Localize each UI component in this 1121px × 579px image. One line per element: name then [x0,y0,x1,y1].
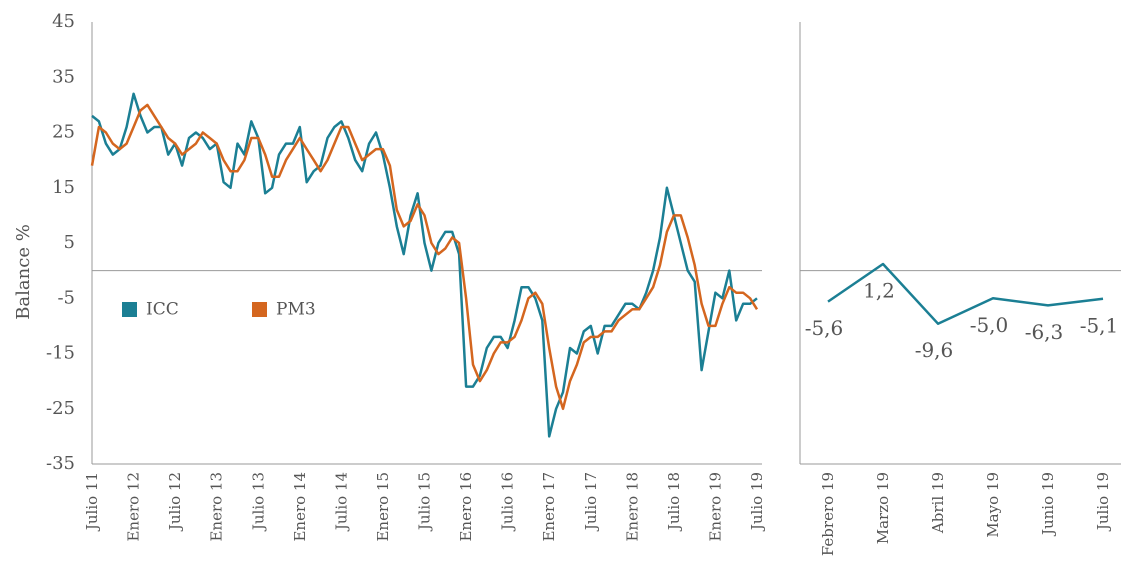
x-tick-label: Enero 12 [125,472,143,542]
x-tick-label: Enero 14 [291,472,309,542]
x-tick-label: Abril 19 [929,472,947,534]
y-tick-label: -5 [57,287,75,308]
data-label: -6,3 [1025,320,1064,344]
x-tick-label: Julio 19 [748,472,766,532]
x-tick-label: Mayo 19 [984,472,1002,538]
x-tick-label: Julio 13 [249,472,267,532]
legend-label: PM3 [276,300,316,320]
x-tick-label: Julio 12 [166,472,184,532]
x-tick-label: Marzo 19 [874,472,892,544]
x-tick-label: Julio 17 [582,472,600,532]
x-tick-label: Enero 17 [540,472,558,542]
x-tick-label: Enero 18 [623,472,641,542]
data-label: -5,6 [805,316,844,340]
x-tick-label: Julio 18 [665,472,683,532]
y-tick-label: 25 [52,122,75,143]
legend-label: ICC [146,300,179,320]
x-tick-label: Julio 19 [1094,472,1112,532]
y-tick-label: 15 [52,177,75,198]
data-label: -5,1 [1080,313,1119,337]
x-tick-label: Enero 13 [208,472,226,542]
data-label: -9,6 [915,338,954,362]
x-tick-label: Enero 19 [706,472,724,542]
x-tick-label: Julio 16 [499,472,517,532]
y-tick-label: 5 [64,232,75,253]
x-tick-label: Junio 19 [1039,472,1057,537]
y-tick-label: 35 [52,66,75,87]
legend-swatch [122,302,137,317]
y-tick-label: 45 [52,11,75,32]
x-tick-label: Julio 11 [83,472,101,532]
x-tick-label: Julio 15 [416,472,434,532]
x-tick-label: Julio 14 [332,472,350,532]
x-tick-label: Enero 15 [374,472,392,542]
y-tick-label: -35 [46,453,75,474]
series-line [827,262,1104,325]
y-tick-label: -25 [46,398,75,419]
y-tick-label: -15 [46,343,75,364]
data-label: 1,2 [863,278,895,302]
series-line [91,92,758,438]
x-tick-label: Febrero 19 [819,472,837,556]
x-tick-label: Enero 16 [457,472,475,542]
y-axis-label: Balance % [13,224,34,320]
legend-swatch [252,302,267,317]
series-line [90,103,759,411]
data-label: -5,0 [970,313,1009,337]
